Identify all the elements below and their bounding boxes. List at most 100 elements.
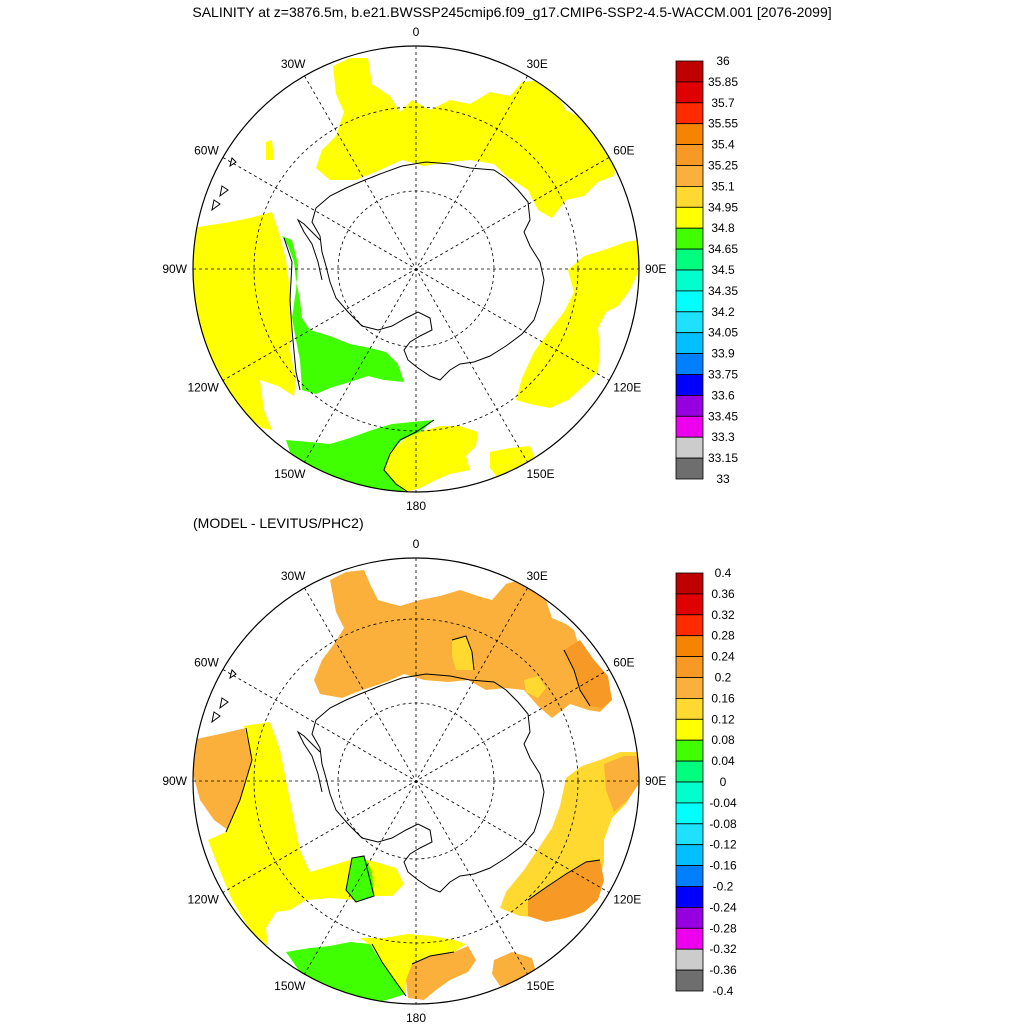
longitude-label: 0 [413, 537, 420, 551]
difference-colorbar: 0.4 0.36 0.32 0.28 0.24 0.2 0.16 0.12 0.08 0.04 0 -… [675, 566, 737, 998]
colorbar-label: 35.7 [711, 96, 735, 110]
colorbar-label: 0.12 [711, 712, 735, 726]
salinity-region-34-95 [266, 140, 274, 160]
difference-region-0-04 [286, 942, 406, 1002]
colorbar-label: 0.36 [711, 587, 735, 601]
colorbar-label: 33.15 [708, 451, 738, 465]
map-boundary [192, 45, 640, 493]
longitude-label: 180 [406, 1011, 426, 1024]
antarctic-peninsula [296, 218, 323, 281]
colorbar-label: 34.2 [711, 305, 735, 319]
longitude-labels: 0 30E 60E 90E 120E 150E 180 150W 120W 90W 60W 30W [162, 537, 666, 1024]
longitude-label: 120E [613, 893, 641, 907]
salinity-region-34-95 [490, 446, 536, 478]
salinity-region-34-95 [316, 58, 616, 218]
colorbar-swatch [675, 635, 704, 658]
colorbar-swatch [675, 969, 704, 992]
longitude-label: 30W [281, 569, 306, 583]
longitude-label: 90E [645, 774, 666, 788]
colorbar-swatch [675, 739, 704, 762]
colorbar-label: 33.3 [711, 430, 735, 444]
colorbar-swatch [675, 206, 704, 229]
longitude-label: 60W [194, 656, 219, 670]
colorbar-label: 34.5 [711, 263, 735, 277]
colorbar-swatch [675, 718, 704, 741]
colorbar-swatch [675, 760, 704, 783]
colorbar-swatch [675, 353, 704, 375]
colorbar-label: 35.4 [711, 138, 735, 152]
longitude-label: 150W [274, 979, 306, 993]
colorbar-label: -0.36 [709, 963, 737, 977]
colorbar-swatch [675, 227, 704, 250]
colorbar-label: 34.35 [708, 284, 738, 298]
salinity-colorbar: 36 35.85 35.7 35.55 35.4 35.25 35.1 34.95 34.8 34… [675, 54, 738, 486]
graticule [193, 558, 639, 1004]
colorbar-label: 33.9 [711, 347, 735, 361]
colorbar-swatch [675, 948, 704, 971]
colorbar-swatch [675, 60, 704, 83]
colorbar-label: 34.05 [708, 326, 738, 340]
colorbar-swatch [675, 248, 704, 271]
salinity-region-34-8 [282, 236, 404, 394]
longitude-label: 120W [187, 381, 219, 395]
colorbar-swatch [675, 457, 704, 480]
colorbar-label: 35.1 [711, 179, 735, 193]
colorbar-label: 33.75 [708, 368, 738, 382]
colorbar-label: 0.28 [711, 629, 735, 643]
colorbar-label: -0.4 [713, 984, 734, 998]
antarctica-coastline [311, 673, 545, 893]
colorbar-swatch [675, 81, 704, 104]
colorbar-label: 0.04 [711, 754, 735, 768]
difference-region-0-16 [528, 860, 604, 922]
colorbar-swatch [675, 185, 704, 208]
longitude-label: 30E [527, 57, 548, 71]
graticule [193, 46, 639, 492]
colorbar-label: 0.08 [711, 733, 735, 747]
colorbar-label: 0.32 [711, 608, 735, 622]
longitude-label: 60W [194, 144, 219, 158]
colorbar-swatch [675, 865, 704, 887]
difference-plot-title: (MODEL - LEVITUS/PHC2) [193, 515, 364, 531]
colorbar-swatch [675, 165, 704, 187]
colorbar-swatch [675, 332, 704, 355]
difference-region-0-24 [564, 640, 612, 708]
difference-region-0-12 [452, 636, 474, 670]
difference-region-0-16 [604, 756, 639, 812]
colorbar-swatch [675, 677, 704, 699]
colorbar-swatch [675, 415, 704, 438]
colorbar-label: -0.12 [709, 838, 737, 852]
colorbar-label: -0.16 [709, 859, 737, 873]
difference-region-0-16 [193, 728, 252, 830]
colorbar-label: 34.8 [711, 221, 735, 235]
longitude-label: 150E [527, 979, 555, 993]
salinity-region-34-95 [516, 240, 639, 408]
colorbar-label: 36 [716, 54, 730, 68]
colorbar-label: 0.16 [711, 691, 735, 705]
colorbar-label: 35.25 [708, 159, 738, 173]
colorbar-swatch [675, 394, 704, 417]
colorbar-label: -0.28 [709, 921, 737, 935]
colorbar-swatch [675, 802, 704, 825]
colorbar-label: 0.24 [711, 650, 735, 664]
colorbar-label: -0.32 [709, 942, 737, 956]
colorbar-swatch [675, 269, 704, 292]
longitude-label: 30E [527, 569, 548, 583]
colorbar-swatch [675, 927, 704, 950]
colorbar-swatch [675, 102, 704, 125]
colorbar-label: -0.08 [709, 817, 737, 831]
longitude-label: 0 [413, 25, 420, 39]
salinity-polar-map: 0 30E 60E 90E 120E 150E 180 150W 120W 90W 60W 30W [162, 25, 666, 513]
island [211, 669, 237, 724]
colorbar-label: 0.4 [715, 566, 732, 580]
page-title: SALINITY at z=3876.5m, b.e21.BWSSP245cmi… [192, 4, 832, 20]
colorbar-swatch [675, 844, 704, 867]
longitude-label: 30W [281, 57, 306, 71]
longitude-label: 90W [162, 774, 187, 788]
longitude-label: 150W [274, 467, 306, 481]
colorbar-swatch [675, 572, 704, 595]
salinity-region-34-95 [384, 426, 478, 492]
colorbar-label: 0 [720, 775, 727, 789]
map-boundary [192, 557, 640, 1005]
difference-region-0-16 [406, 946, 476, 1000]
